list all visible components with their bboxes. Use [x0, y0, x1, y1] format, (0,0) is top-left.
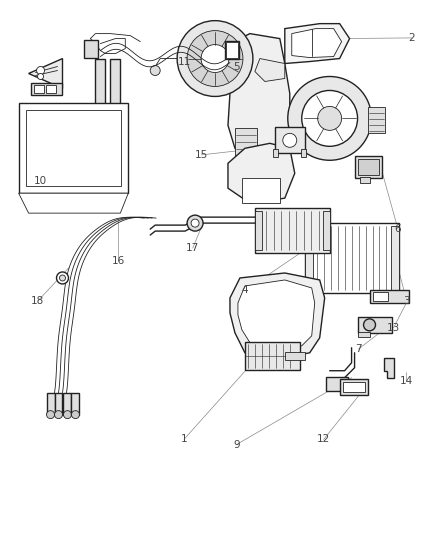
Polygon shape: [285, 23, 350, 63]
Bar: [392, 226, 399, 290]
Bar: [357, 317, 392, 333]
Text: 1: 1: [181, 434, 187, 445]
Polygon shape: [28, 59, 63, 88]
Circle shape: [191, 219, 199, 227]
Text: 16: 16: [112, 256, 125, 266]
Bar: [357, 332, 370, 337]
Polygon shape: [228, 143, 295, 203]
Polygon shape: [230, 273, 325, 358]
Circle shape: [318, 107, 342, 131]
Bar: [19, 103, 128, 193]
Bar: [285, 352, 305, 360]
Circle shape: [187, 215, 203, 231]
Bar: [305, 226, 313, 290]
Text: 6: 6: [395, 224, 401, 235]
Circle shape: [187, 30, 243, 86]
Bar: [34, 85, 43, 93]
Bar: [323, 211, 330, 250]
Text: 11: 11: [177, 57, 191, 67]
Text: 5: 5: [233, 62, 240, 72]
Circle shape: [37, 67, 45, 75]
Circle shape: [71, 410, 79, 418]
Bar: [367, 108, 385, 133]
Bar: [54, 393, 63, 415]
Bar: [71, 393, 79, 415]
Bar: [225, 41, 239, 59]
Bar: [85, 39, 99, 58]
Circle shape: [302, 91, 357, 147]
Bar: [226, 42, 238, 58]
Circle shape: [38, 74, 43, 79]
Text: 3: 3: [403, 296, 410, 306]
Text: 7: 7: [355, 344, 362, 354]
Bar: [355, 156, 382, 178]
Bar: [242, 178, 280, 203]
Text: 18: 18: [31, 296, 44, 306]
Bar: [370, 290, 410, 303]
Bar: [245, 342, 300, 370]
Circle shape: [364, 319, 375, 331]
Text: 9: 9: [233, 440, 240, 450]
Bar: [46, 85, 56, 93]
Text: 17: 17: [186, 243, 199, 253]
Circle shape: [150, 66, 160, 76]
Bar: [110, 59, 120, 133]
Polygon shape: [385, 358, 395, 378]
Circle shape: [46, 410, 54, 418]
Text: 2: 2: [408, 33, 414, 43]
Circle shape: [57, 272, 68, 284]
Bar: [305, 223, 399, 293]
Circle shape: [283, 133, 297, 147]
Bar: [46, 393, 54, 415]
Bar: [360, 177, 370, 183]
Bar: [255, 208, 330, 253]
Text: 12: 12: [317, 434, 330, 445]
Text: 10: 10: [33, 176, 46, 187]
Text: 4: 4: [242, 286, 248, 295]
Bar: [25, 110, 121, 186]
Text: 14: 14: [400, 376, 413, 386]
Circle shape: [201, 45, 229, 72]
Bar: [255, 211, 262, 250]
Bar: [275, 127, 305, 154]
Bar: [372, 292, 389, 301]
Bar: [64, 393, 71, 415]
Polygon shape: [225, 34, 290, 163]
Bar: [343, 382, 364, 392]
Circle shape: [54, 410, 63, 418]
Circle shape: [288, 77, 371, 160]
Circle shape: [60, 275, 66, 281]
Bar: [31, 84, 63, 95]
Bar: [95, 59, 106, 133]
Bar: [339, 379, 367, 394]
Bar: [301, 149, 306, 157]
Bar: [326, 377, 348, 391]
Circle shape: [177, 21, 253, 96]
Polygon shape: [238, 280, 314, 350]
Circle shape: [64, 410, 71, 418]
Polygon shape: [19, 193, 128, 213]
Polygon shape: [292, 29, 342, 58]
Bar: [235, 128, 257, 158]
Bar: [273, 149, 278, 157]
Bar: [357, 159, 379, 175]
Text: 15: 15: [195, 150, 208, 160]
Text: 13: 13: [387, 322, 400, 333]
Polygon shape: [255, 59, 285, 82]
